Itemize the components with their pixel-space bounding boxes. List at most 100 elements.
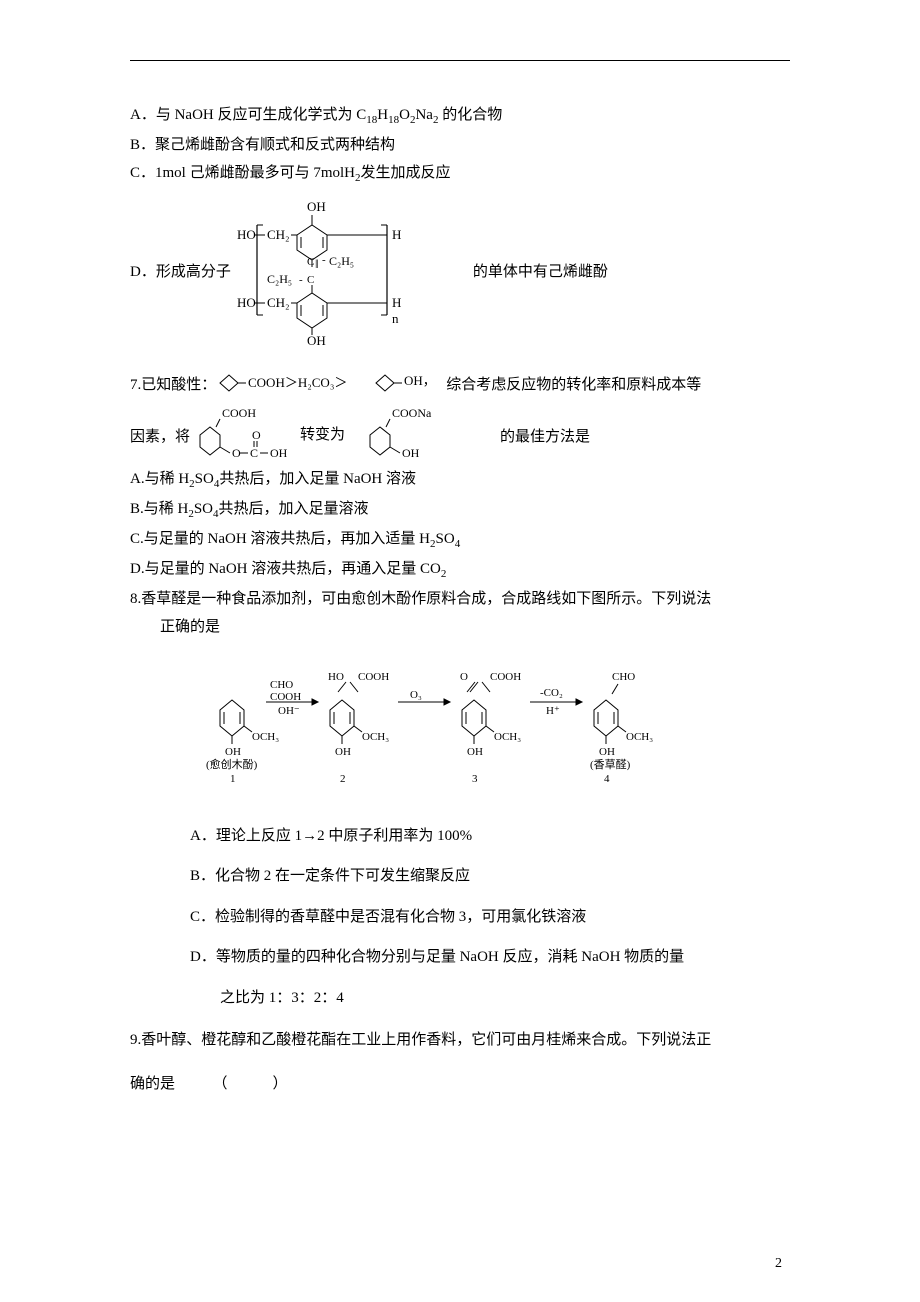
lbl: COOH＞H₂CO₃＞ <box>248 375 347 390</box>
lbl: COONa <box>392 406 432 420</box>
lbl: H <box>392 227 401 242</box>
svg-text:CHO: CHO <box>612 671 635 683</box>
lbl: COOH <box>222 406 256 420</box>
lbl: H <box>392 295 401 310</box>
t: SO <box>436 531 455 547</box>
page: A．与 NaOH 反应可生成化学式为 C18H18O2Na2 的化合物 B．聚己… <box>0 0 920 1302</box>
svg-text:‖: ‖ <box>315 256 319 271</box>
svg-text:-CO₂: -CO₂ <box>540 687 563 699</box>
svg-text:OCH₃: OCH₃ <box>252 731 279 743</box>
lbl: CH₂ <box>267 227 290 242</box>
q7-opt-c: C.与足量的 NaOH 溶液共热后，再加入适量 H2SO4 <box>130 525 790 555</box>
t: SO <box>195 471 214 487</box>
svg-text:CHO: CHO <box>270 679 293 691</box>
q9-line1: 9.香叶醇、橙花醇和乙酸橙花酯在工业上用作香料，它们可由月桂烯来合成。下列说法正 <box>130 1026 790 1055</box>
lbl: 转变为 <box>300 426 345 443</box>
svg-text:HO: HO <box>328 671 344 683</box>
svg-text:O: O <box>460 671 468 683</box>
lbl: C <box>307 256 314 268</box>
lbl: OH <box>307 199 326 214</box>
q7-opt-d: D.与足量的 NaOH 溶液共热后，再通入足量 CO2 <box>130 555 790 585</box>
lbl: O <box>232 446 241 460</box>
t: SO <box>194 501 213 517</box>
text: 的单体中有己烯雌酚 <box>473 260 608 281</box>
t: C.与足量的 NaOH 溶液共热后，再加入适量 H <box>130 531 430 547</box>
transform-scheme-icon: COOH O C O OH 转变为 COONa OH <box>190 405 500 465</box>
text: 7.已知酸性： <box>130 373 216 394</box>
text: H <box>377 107 388 123</box>
lbl: C₂H₅ <box>267 272 292 286</box>
q6-opt-c: C．1mol 己烯雌酚最多可与 7molH2发生加成反应 <box>130 159 790 189</box>
lbl: HO <box>237 295 256 310</box>
svg-text:OCH₃: OCH₃ <box>626 731 653 743</box>
q8-opt-d-1: D．等物质的量的四种化合物分别与足量 NaOH 反应，消耗 NaOH 物质的量 <box>190 945 790 971</box>
svg-text:COOH: COOH <box>270 691 301 703</box>
t: B.与稀 H <box>130 501 188 517</box>
svg-text:-: - <box>322 254 326 266</box>
svg-text:H⁺: H⁺ <box>546 705 560 717</box>
svg-text:(香草醛): (香草醛) <box>590 757 631 771</box>
svg-text:OH: OH <box>225 746 241 758</box>
text: 发生加成反应 <box>361 165 451 181</box>
text: A．与 NaOH 反应可生成化学式为 C <box>130 107 366 123</box>
q8-stem-2: 正确的是 <box>160 613 790 642</box>
svg-text:OH: OH <box>467 746 483 758</box>
svg-text:COOH: COOH <box>490 671 521 683</box>
text: O <box>399 107 410 123</box>
lbl: C <box>250 446 258 460</box>
lbl: OH <box>307 333 326 345</box>
lbl: OH <box>402 446 420 460</box>
q6-opt-a: A．与 NaOH 反应可生成化学式为 C18H18O2Na2 的化合物 <box>130 101 790 131</box>
q8-stem-1: 8.香草醛是一种食品添加剂，可由愈创木酚作原料合成，合成路线如下图所示。下列说法 <box>130 585 790 614</box>
q7-stem-line2: 因素，将 COOH O C O OH 转变为 COONa <box>130 405 790 465</box>
acidity-order-icon: COOH＞H₂CO₃＞ OH， <box>216 363 446 403</box>
svg-text:2: 2 <box>340 773 346 785</box>
q6-opt-b: B．聚己烯雌酚含有顺式和反式两种结构 <box>130 131 790 160</box>
text: 综合考虑反应物的转化率和原料成本等 <box>446 373 701 394</box>
text: Na <box>415 107 433 123</box>
lbl: OH， <box>404 373 436 388</box>
text: 的化合物 <box>438 107 502 123</box>
svg-text:-: - <box>299 274 303 286</box>
lbl: C <box>307 274 314 286</box>
text: 的最佳方法是 <box>500 425 590 446</box>
text: 因素，将 <box>130 425 190 446</box>
q8-opt-c: C．检验制得的香草醛中是否混有化合物 3，可用氯化铁溶液 <box>190 905 790 931</box>
svg-text:(愈创木酚): (愈创木酚) <box>206 757 258 771</box>
q7-opt-a: A.与稀 H2SO4共热后，加入足量 NaOH 溶液 <box>130 465 790 495</box>
sub: 18 <box>366 114 377 126</box>
svg-text:OCH₃: OCH₃ <box>362 731 389 743</box>
t: A.与稀 H <box>130 471 189 487</box>
t: D.与足量的 NaOH 溶液共热后，再通入足量 CO <box>130 561 441 577</box>
page-number: 2 <box>775 1256 782 1272</box>
q6-opt-d: D．形成高分子 OH HO CH₂ H ‖ C <box>130 195 790 345</box>
svg-text:4: 4 <box>604 773 610 785</box>
s: 2 <box>441 568 447 580</box>
t: 共热后，加入足量溶液 <box>219 501 369 517</box>
q8-opt-b: B．化合物 2 在一定条件下可发生缩聚反应 <box>190 864 790 890</box>
q7-opt-b: B.与稀 H2SO4共热后，加入足量溶液 <box>130 495 790 525</box>
text: D．形成高分子 <box>130 260 231 281</box>
text: C．1mol 己烯雌酚最多可与 7molH <box>130 165 355 181</box>
synthesis-route-icon: OCH₃ OH (愈创木酚) 1 CHO COOH OH⁻ HO COOH OC… <box>200 650 720 800</box>
svg-text:OH: OH <box>335 746 351 758</box>
svg-text:OH: OH <box>599 746 615 758</box>
q8-opt-d-2: 之比为 1：3：2：4 <box>220 986 790 1012</box>
svg-text:1: 1 <box>230 773 236 785</box>
s: 4 <box>455 538 461 550</box>
lbl: CH₂ <box>267 295 290 310</box>
top-rule <box>130 60 790 61</box>
svg-text:COOH: COOH <box>358 671 389 683</box>
svg-text:OH⁻: OH⁻ <box>278 705 300 717</box>
lbl: O <box>252 428 261 442</box>
lbl: HO <box>237 227 256 242</box>
q7-stem-line1: 7.已知酸性： COOH＞H₂CO₃＞ OH， 综合考虑反应物的转化率和原料成本… <box>130 363 790 403</box>
t: 共热后，加入足量 NaOH 溶液 <box>219 471 416 487</box>
q9-line2: 确的是 （ ） <box>130 1070 790 1099</box>
lbl: n <box>392 311 399 326</box>
lbl: OH <box>270 446 288 460</box>
svg-text:O₃: O₃ <box>410 689 422 701</box>
lbl: C₂H₅ <box>329 254 354 268</box>
q8-opt-a: A．理论上反应 1→2 中原子利用率为 100% <box>190 824 790 850</box>
svg-text:OCH₃: OCH₃ <box>494 731 521 743</box>
